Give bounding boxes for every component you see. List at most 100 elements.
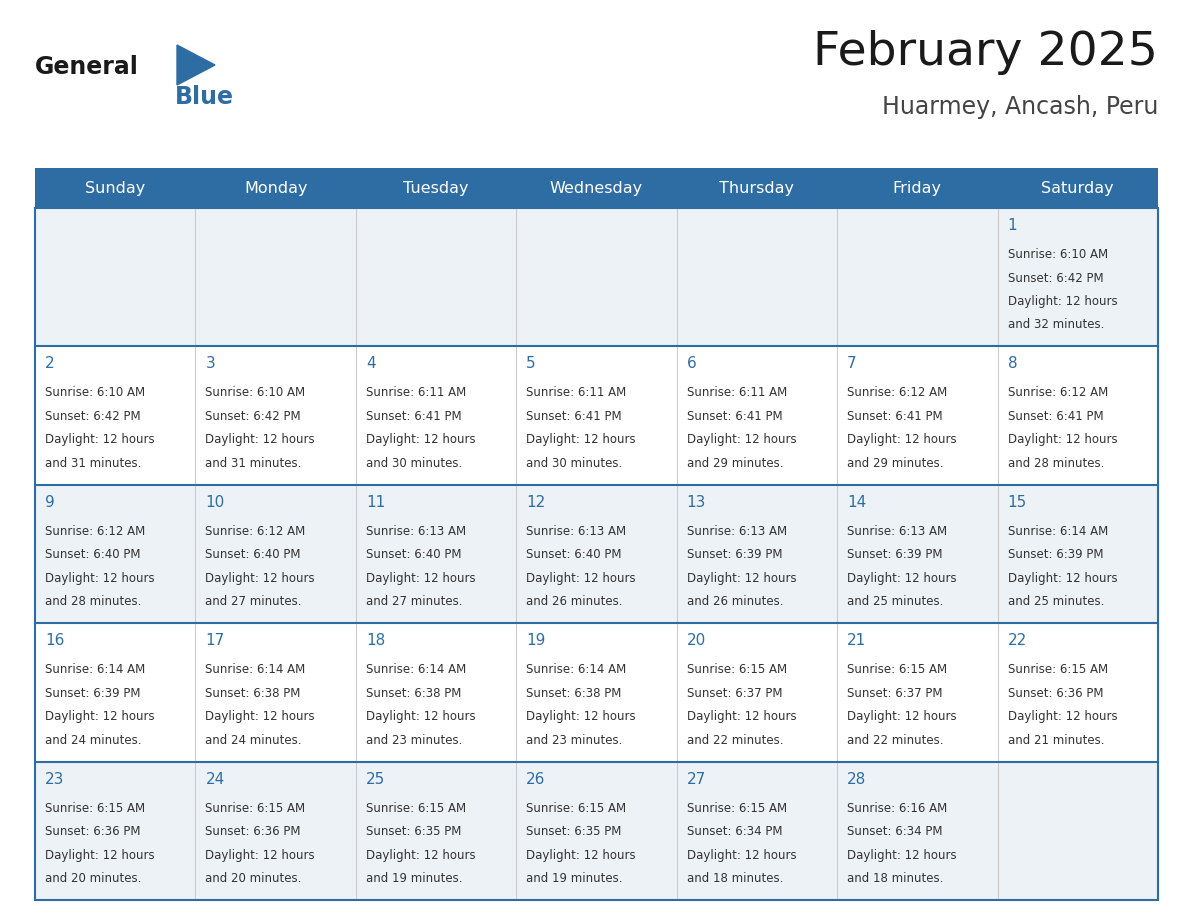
- Text: 17: 17: [206, 633, 225, 648]
- Text: and 23 minutes.: and 23 minutes.: [366, 733, 462, 746]
- Text: 15: 15: [1007, 495, 1026, 509]
- Text: and 27 minutes.: and 27 minutes.: [206, 595, 302, 609]
- Text: Sunset: 6:41 PM: Sunset: 6:41 PM: [847, 410, 943, 423]
- Text: Daylight: 12 hours: Daylight: 12 hours: [687, 848, 796, 862]
- Text: Saturday: Saturday: [1042, 181, 1114, 196]
- Text: Daylight: 12 hours: Daylight: 12 hours: [1007, 433, 1117, 446]
- Text: General: General: [34, 55, 139, 79]
- Text: and 19 minutes.: and 19 minutes.: [526, 872, 623, 885]
- Text: Sunrise: 6:13 AM: Sunrise: 6:13 AM: [526, 525, 626, 538]
- Text: 9: 9: [45, 495, 55, 509]
- Text: and 32 minutes.: and 32 minutes.: [1007, 319, 1104, 331]
- Text: and 24 minutes.: and 24 minutes.: [206, 733, 302, 746]
- Text: Sunset: 6:40 PM: Sunset: 6:40 PM: [45, 548, 140, 561]
- Text: Sunrise: 6:14 AM: Sunrise: 6:14 AM: [526, 663, 626, 677]
- Text: and 25 minutes.: and 25 minutes.: [1007, 595, 1104, 609]
- Text: Daylight: 12 hours: Daylight: 12 hours: [45, 711, 154, 723]
- Text: Friday: Friday: [893, 181, 942, 196]
- Text: Daylight: 12 hours: Daylight: 12 hours: [206, 433, 315, 446]
- Text: Sunset: 6:38 PM: Sunset: 6:38 PM: [366, 687, 461, 700]
- Text: and 21 minutes.: and 21 minutes.: [1007, 733, 1104, 746]
- Text: 12: 12: [526, 495, 545, 509]
- Text: and 29 minutes.: and 29 minutes.: [847, 457, 943, 470]
- Text: Sunrise: 6:10 AM: Sunrise: 6:10 AM: [206, 386, 305, 399]
- Text: Daylight: 12 hours: Daylight: 12 hours: [526, 848, 636, 862]
- Text: Sunset: 6:40 PM: Sunset: 6:40 PM: [366, 548, 461, 561]
- Text: Sunset: 6:36 PM: Sunset: 6:36 PM: [1007, 687, 1104, 700]
- Text: and 19 minutes.: and 19 minutes.: [366, 872, 462, 885]
- Text: Sunset: 6:34 PM: Sunset: 6:34 PM: [687, 825, 782, 838]
- Text: and 20 minutes.: and 20 minutes.: [206, 872, 302, 885]
- Text: Daylight: 12 hours: Daylight: 12 hours: [206, 572, 315, 585]
- Bar: [34, 762, 1158, 900]
- Text: Sunrise: 6:11 AM: Sunrise: 6:11 AM: [366, 386, 466, 399]
- Text: Daylight: 12 hours: Daylight: 12 hours: [206, 711, 315, 723]
- Text: Daylight: 12 hours: Daylight: 12 hours: [847, 433, 956, 446]
- Text: 24: 24: [206, 772, 225, 787]
- Bar: [34, 168, 1158, 208]
- Text: Sunrise: 6:11 AM: Sunrise: 6:11 AM: [687, 386, 786, 399]
- Text: Sunrise: 6:10 AM: Sunrise: 6:10 AM: [45, 386, 145, 399]
- Text: 11: 11: [366, 495, 385, 509]
- Text: Sunrise: 6:15 AM: Sunrise: 6:15 AM: [687, 801, 786, 814]
- Text: Daylight: 12 hours: Daylight: 12 hours: [687, 572, 796, 585]
- Text: Sunrise: 6:12 AM: Sunrise: 6:12 AM: [206, 525, 305, 538]
- Text: 25: 25: [366, 772, 385, 787]
- Text: Wednesday: Wednesday: [550, 181, 643, 196]
- Text: Sunset: 6:42 PM: Sunset: 6:42 PM: [206, 410, 301, 423]
- Text: Sunset: 6:41 PM: Sunset: 6:41 PM: [366, 410, 461, 423]
- Text: Sunrise: 6:12 AM: Sunrise: 6:12 AM: [1007, 386, 1108, 399]
- Text: Sunset: 6:38 PM: Sunset: 6:38 PM: [526, 687, 621, 700]
- Text: Sunset: 6:41 PM: Sunset: 6:41 PM: [526, 410, 621, 423]
- Text: Sunrise: 6:14 AM: Sunrise: 6:14 AM: [1007, 525, 1108, 538]
- Text: Sunrise: 6:11 AM: Sunrise: 6:11 AM: [526, 386, 626, 399]
- Text: Sunrise: 6:16 AM: Sunrise: 6:16 AM: [847, 801, 947, 814]
- Text: 26: 26: [526, 772, 545, 787]
- Text: and 26 minutes.: and 26 minutes.: [526, 595, 623, 609]
- Text: Daylight: 12 hours: Daylight: 12 hours: [847, 711, 956, 723]
- Text: Daylight: 12 hours: Daylight: 12 hours: [366, 711, 475, 723]
- Text: Sunset: 6:36 PM: Sunset: 6:36 PM: [206, 825, 301, 838]
- Text: 13: 13: [687, 495, 706, 509]
- Text: Sunset: 6:40 PM: Sunset: 6:40 PM: [526, 548, 621, 561]
- Text: Daylight: 12 hours: Daylight: 12 hours: [1007, 295, 1117, 308]
- Text: Tuesday: Tuesday: [403, 181, 469, 196]
- Text: Sunset: 6:37 PM: Sunset: 6:37 PM: [687, 687, 782, 700]
- Text: Sunday: Sunday: [86, 181, 145, 196]
- Text: Sunset: 6:40 PM: Sunset: 6:40 PM: [206, 548, 301, 561]
- Text: and 18 minutes.: and 18 minutes.: [847, 872, 943, 885]
- Bar: [34, 208, 1158, 346]
- Text: Sunset: 6:42 PM: Sunset: 6:42 PM: [45, 410, 140, 423]
- Text: Sunrise: 6:15 AM: Sunrise: 6:15 AM: [45, 801, 145, 814]
- Text: Daylight: 12 hours: Daylight: 12 hours: [45, 572, 154, 585]
- Text: Sunrise: 6:15 AM: Sunrise: 6:15 AM: [687, 663, 786, 677]
- Text: February 2025: February 2025: [813, 30, 1158, 75]
- Text: Sunrise: 6:15 AM: Sunrise: 6:15 AM: [526, 801, 626, 814]
- Text: Blue: Blue: [175, 85, 234, 109]
- Text: Sunrise: 6:10 AM: Sunrise: 6:10 AM: [1007, 248, 1107, 261]
- Text: Sunrise: 6:13 AM: Sunrise: 6:13 AM: [366, 525, 466, 538]
- Text: 1: 1: [1007, 218, 1017, 233]
- Text: and 28 minutes.: and 28 minutes.: [1007, 457, 1104, 470]
- Text: Sunset: 6:35 PM: Sunset: 6:35 PM: [526, 825, 621, 838]
- Text: 5: 5: [526, 356, 536, 372]
- Text: Sunrise: 6:12 AM: Sunrise: 6:12 AM: [45, 525, 145, 538]
- Text: Sunrise: 6:14 AM: Sunrise: 6:14 AM: [206, 663, 305, 677]
- Text: 18: 18: [366, 633, 385, 648]
- Text: Sunset: 6:38 PM: Sunset: 6:38 PM: [206, 687, 301, 700]
- Text: 28: 28: [847, 772, 866, 787]
- Text: Sunrise: 6:12 AM: Sunrise: 6:12 AM: [847, 386, 947, 399]
- Text: Daylight: 12 hours: Daylight: 12 hours: [526, 572, 636, 585]
- Text: 8: 8: [1007, 356, 1017, 372]
- Text: and 29 minutes.: and 29 minutes.: [687, 457, 783, 470]
- Bar: [34, 346, 1158, 485]
- Text: Sunrise: 6:14 AM: Sunrise: 6:14 AM: [366, 663, 466, 677]
- Text: Monday: Monday: [244, 181, 308, 196]
- Text: and 25 minutes.: and 25 minutes.: [847, 595, 943, 609]
- Text: 22: 22: [1007, 633, 1026, 648]
- Text: and 22 minutes.: and 22 minutes.: [687, 733, 783, 746]
- Bar: [34, 623, 1158, 762]
- Text: Sunset: 6:42 PM: Sunset: 6:42 PM: [1007, 272, 1104, 285]
- Bar: [34, 485, 1158, 623]
- Text: Sunrise: 6:15 AM: Sunrise: 6:15 AM: [206, 801, 305, 814]
